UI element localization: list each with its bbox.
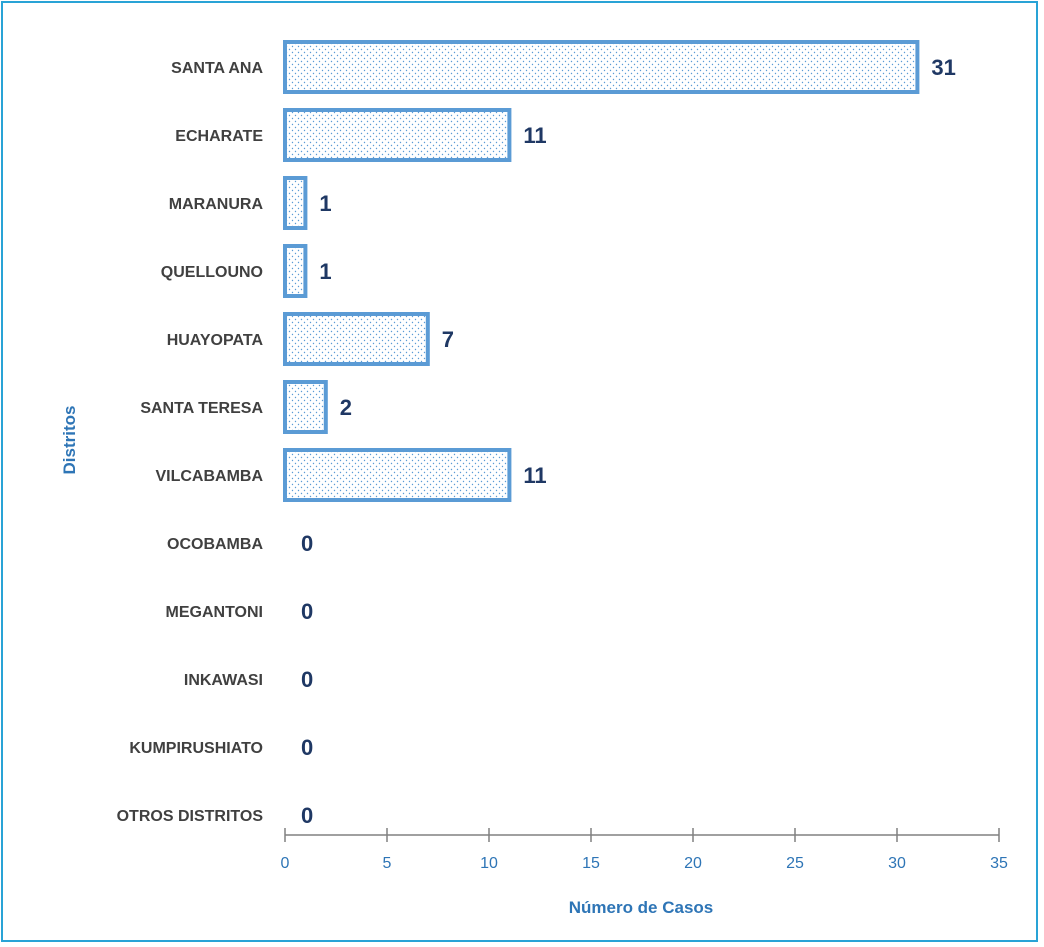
category-label-quellouno: QUELLOUNO (161, 264, 263, 281)
bar-echarate (283, 108, 512, 162)
category-label-maranura: MARANURA (169, 196, 264, 213)
bar-huayopata (283, 312, 430, 366)
bar-santa-ana (283, 40, 920, 94)
bar-quellouno (283, 244, 308, 298)
value-label-quellouno: 1 (319, 259, 331, 284)
bar-vilcabamba (283, 448, 512, 502)
category-label-kumpirushiato: KUMPIRUSHIATO (129, 740, 263, 757)
category-label-echarate: ECHARATE (175, 128, 263, 145)
category-label-vilcabamba: VILCABAMBA (155, 468, 263, 485)
category-label-otros-distritos: OTROS DISTRITOS (117, 808, 264, 825)
value-label-inkawasi: 0 (301, 667, 313, 692)
value-label-huayopata: 7 (442, 327, 454, 352)
x-tick-label-20: 20 (684, 855, 702, 872)
x-tick-label-10: 10 (480, 855, 498, 872)
x-tick-label-5: 5 (383, 855, 392, 872)
bar-santa-teresa (283, 380, 328, 434)
bar-maranura (283, 176, 308, 230)
category-label-ocobamba: OCOBAMBA (167, 536, 263, 553)
category-label-megantoni: MEGANTONI (166, 604, 263, 621)
x-axis-title: Número de Casos (569, 898, 714, 917)
y-axis-title: Distritos (60, 406, 79, 475)
x-tick-label-30: 30 (888, 855, 906, 872)
value-label-otros-distritos: 0 (301, 803, 313, 828)
value-label-vilcabamba: 11 (523, 463, 546, 488)
value-label-maranura: 1 (319, 191, 331, 216)
category-label-santa-teresa: SANTA TERESA (140, 400, 263, 417)
x-tick-label-25: 25 (786, 855, 804, 872)
value-label-santa-ana: 31 (931, 55, 955, 80)
value-label-kumpirushiato: 0 (301, 735, 313, 760)
category-label-inkawasi: INKAWASI (184, 672, 263, 689)
value-label-echarate: 11 (523, 123, 546, 148)
x-tick-label-35: 35 (990, 855, 1008, 872)
value-label-megantoni: 0 (301, 599, 313, 624)
value-label-santa-teresa: 2 (340, 395, 352, 420)
value-label-ocobamba: 0 (301, 531, 313, 556)
category-label-santa-ana: SANTA ANA (171, 60, 263, 77)
x-tick-label-0: 0 (281, 855, 290, 872)
category-label-huayopata: HUAYOPATA (167, 332, 264, 349)
x-tick-label-15: 15 (582, 855, 600, 872)
